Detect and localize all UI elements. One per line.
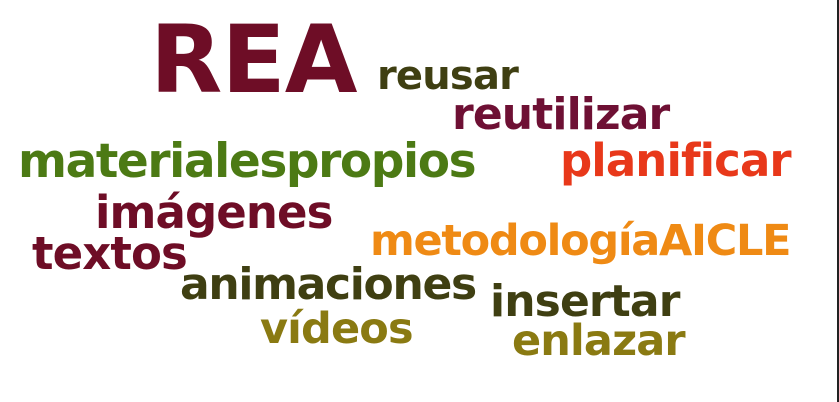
word-textos: textos — [32, 227, 188, 280]
word-materialespropios: materialespropios — [18, 134, 477, 189]
word-rea: REA — [150, 6, 357, 115]
word-animaciones: animaciones — [180, 259, 477, 310]
word-reusar: reusar — [377, 53, 519, 99]
word-insertar: insertar — [490, 276, 680, 327]
word-enlazar: enlazar — [512, 316, 686, 366]
word-planificar: planificar — [560, 134, 792, 187]
word-videos: vídeos — [260, 304, 414, 354]
word-metodologiaaicle: metodologíaAICLE — [370, 216, 791, 266]
word-imagenes: imágenes — [95, 186, 333, 239]
word-reutilizar: reutilizar — [452, 89, 670, 140]
